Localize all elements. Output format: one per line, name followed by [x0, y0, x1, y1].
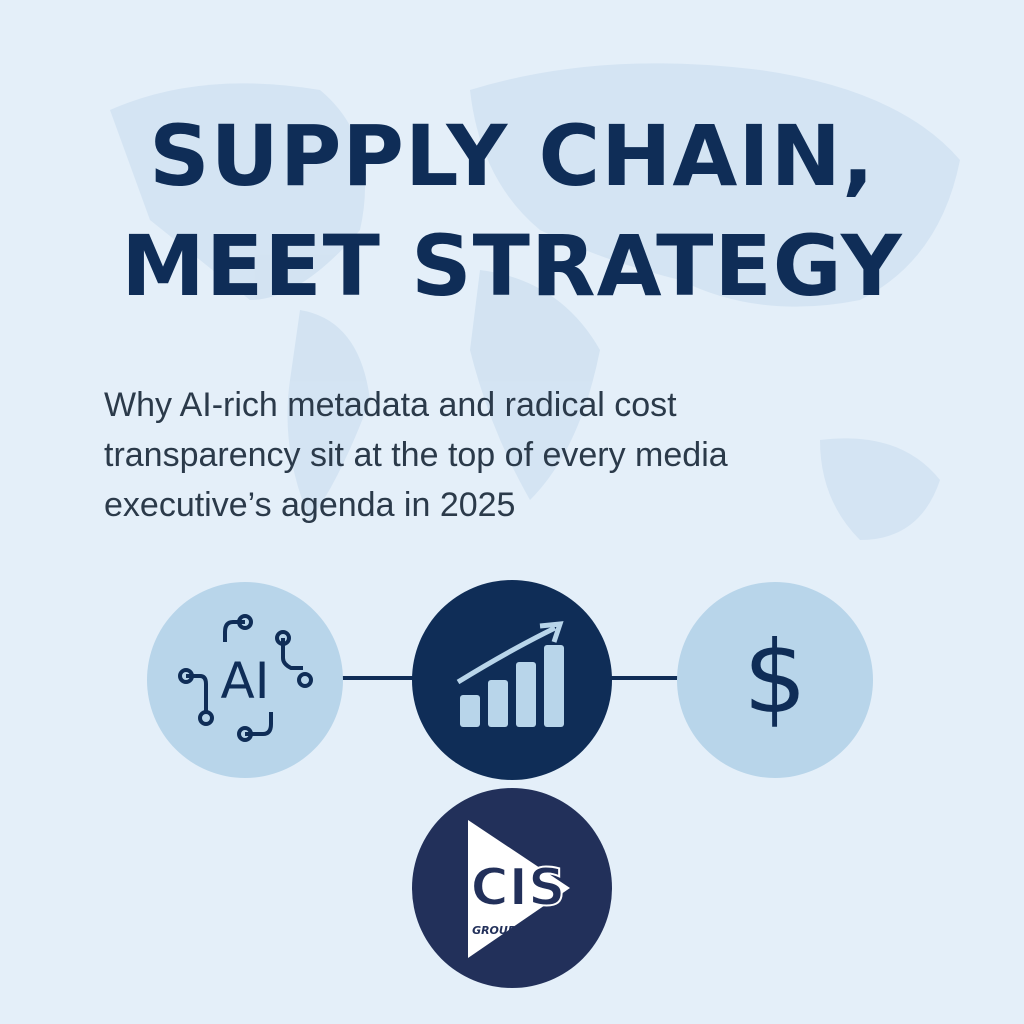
title-line: SUPPLY CHAIN, — [149, 107, 875, 205]
logo-mark: CIS — [471, 858, 566, 918]
subtitle-line: executive’s agenda in 2025 — [104, 486, 515, 524]
subtitle-line: Why AI-rich metadata and radical cost — [104, 386, 677, 424]
growth-icon — [412, 580, 612, 780]
ai-icon: AI — [147, 582, 343, 778]
cost-label: $ — [743, 619, 807, 736]
ai-label: AI — [221, 652, 270, 710]
logo-caption: GROUP — [472, 924, 516, 937]
cost-icon: $ — [677, 582, 873, 778]
subtitle-line: transparency sit at the top of every med… — [104, 436, 728, 474]
logo: CIS GROUP — [412, 788, 612, 988]
world-map — [110, 63, 960, 540]
title-line: MEET STRATEGY — [121, 217, 903, 315]
